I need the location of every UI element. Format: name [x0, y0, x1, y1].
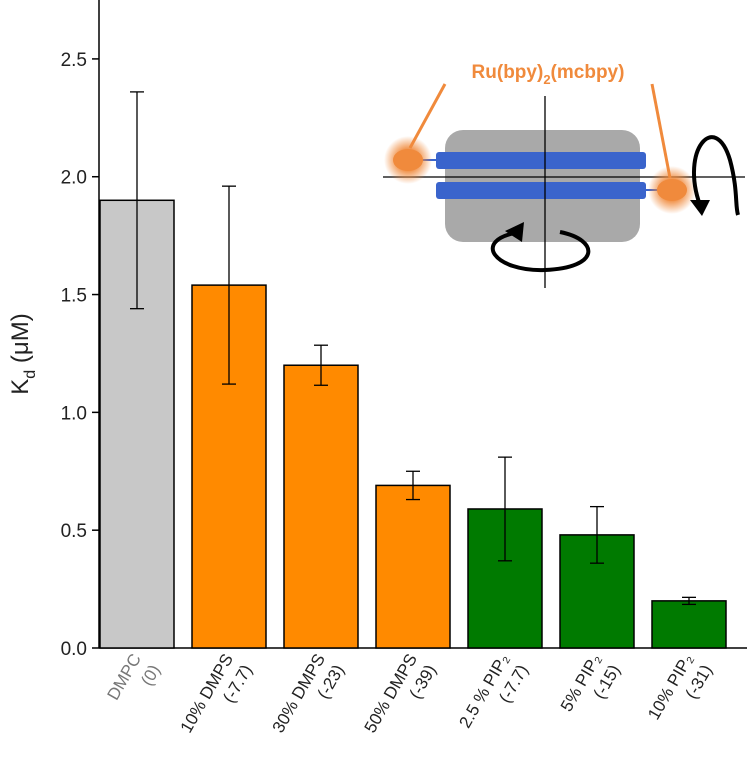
inset-label: Ru(bpy)2(mcbpy): [472, 62, 625, 87]
y-tick-label: 1.5: [61, 286, 87, 307]
error-bar: [222, 185, 236, 385]
bar: [651, 600, 727, 649]
arrowhead: [505, 222, 524, 242]
helix: [436, 182, 646, 199]
helix: [436, 152, 646, 169]
bar: [375, 484, 451, 649]
error-bar: [590, 505, 604, 564]
x-tick-label: DMPC(0): [104, 651, 165, 704]
x-tick-label: 10% PIP₂(-31): [644, 651, 716, 724]
x-tick-label: 10% DMPS(-7.7): [177, 651, 256, 737]
x-tick-label: 2.5 % PIP₂(-7.7): [455, 651, 532, 732]
error-bar: [498, 456, 512, 562]
bar: [283, 364, 359, 649]
y-axis-label: Kd (μM): [7, 313, 39, 394]
pointer: [650, 83, 672, 179]
y-tick-label: 2.5: [61, 50, 87, 71]
y-tick-label: 2.0: [61, 168, 87, 189]
x-tick-label: 5% PIP₂(-15): [557, 651, 624, 715]
ru-label: [393, 149, 423, 171]
pointer: [408, 83, 447, 149]
y-tick-label: 1.0: [61, 403, 87, 424]
y-tick-label: 0.5: [61, 521, 87, 542]
x-tick-label: 50% DMPS(-39): [361, 651, 440, 737]
y-tick-label: 0.0: [61, 639, 87, 660]
arrowhead: [690, 200, 710, 216]
error-bar: [682, 596, 696, 606]
error-bar: [406, 470, 420, 501]
ru-label: [657, 179, 687, 201]
inset-diagram: Ru(bpy)2(mcbpy): [383, 62, 745, 288]
x-tick-label: 30% DMPS(-23): [269, 651, 348, 737]
rotation-arrow: [692, 135, 740, 216]
error-bar: [314, 344, 328, 386]
error-bar: [130, 91, 144, 310]
rotation-arrow: [490, 230, 591, 273]
